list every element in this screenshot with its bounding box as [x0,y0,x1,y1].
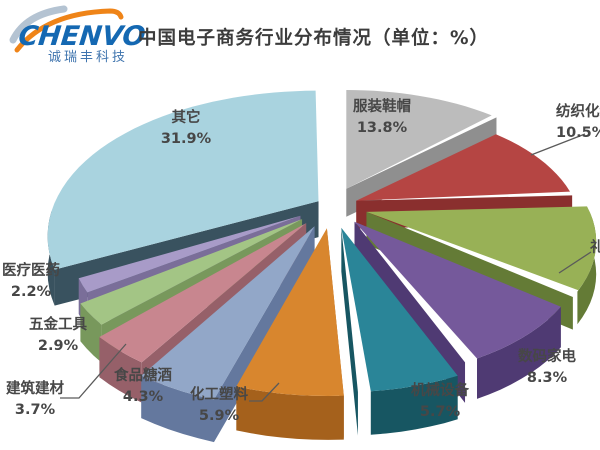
logo-swoosh-orange-icon [14,8,124,53]
pie-slice-side [341,227,358,436]
pie-slice [366,206,597,291]
pie-slice-side [370,375,458,435]
pie-slice [99,223,307,363]
pie-slice [78,215,301,293]
pie-slice [356,134,570,201]
brand-subtitle: 诚瑞丰科技 [48,50,128,65]
pie-slice-side [80,303,102,363]
leader-line [558,251,592,274]
pie-slice [346,90,492,189]
leader-line [60,343,127,399]
pie-slice-side [99,337,142,403]
pie-slice-side [477,306,561,399]
pie-slice [47,90,319,270]
pie-slice [341,227,458,392]
pie-slice [354,221,561,359]
logo-swoosh-silver-icon [9,5,68,44]
page-title: 中国电子商务行业分布情况（单位：%） [138,28,490,49]
pie-slice [80,219,303,325]
pie-slice [141,226,315,400]
pie-slice [236,228,344,396]
pie-slice-side [141,375,214,443]
brand-logo: CHENVO 诚瑞丰科技 [9,5,147,65]
leader-line [530,133,586,156]
leader-line [249,382,280,402]
brand-wordmark: CHENVO [17,21,147,52]
